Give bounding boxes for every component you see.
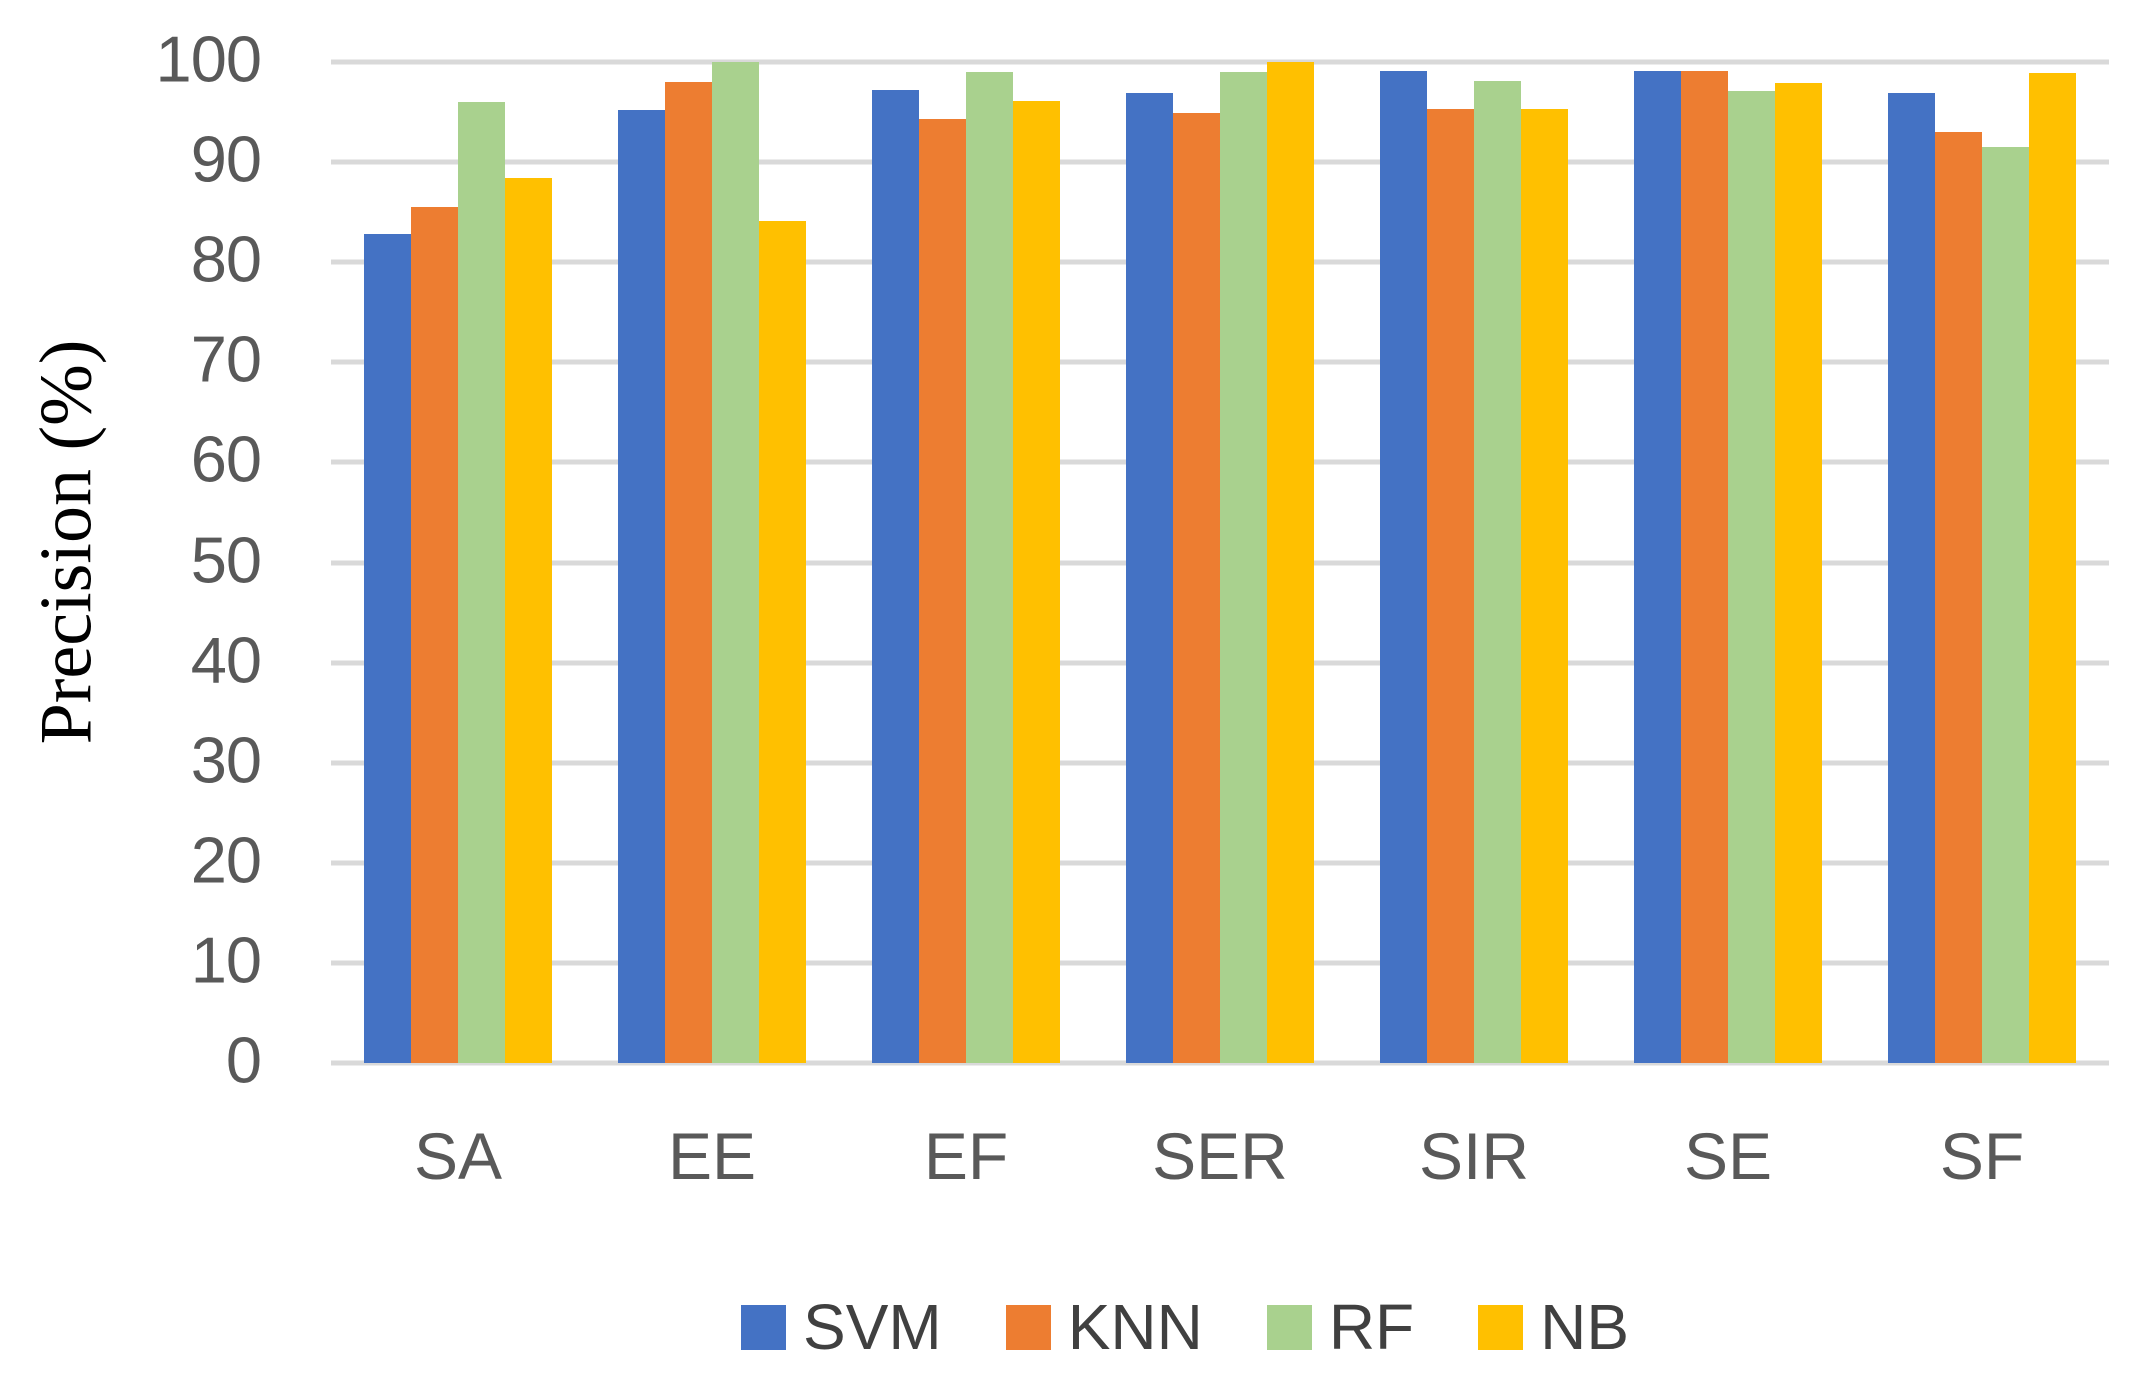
y-tick-label-70: 70 [190,322,262,396]
bar-nb-sir [1521,109,1568,1063]
bar-nb-ef [1013,101,1060,1063]
bar-knn-sa [411,207,458,1063]
x-category-label-se: SE [1683,1119,1773,1193]
y-tick-label-30: 30 [190,723,262,797]
bar-knn-ef [919,119,966,1063]
bar-nb-ee [759,221,806,1063]
y-tick-label-60: 60 [190,422,262,496]
bar-rf-ee [712,62,759,1063]
bar-rf-sf [1982,147,2029,1063]
bar-svm-sf [1888,93,1935,1063]
bar-nb-se [1775,83,1822,1063]
legend-marker-nb-icon [1478,1304,1524,1350]
y-tick-label-20: 20 [190,823,262,897]
legend-item-rf: RF [1266,1290,1415,1364]
legend-item-svm: SVM [741,1290,942,1364]
legend-marker-svm-icon [741,1304,786,1350]
y-tick-label-50: 50 [190,523,262,596]
legend: SVM KNN RF NB [741,1288,1629,1366]
bar-rf-ser [1220,72,1267,1063]
bar-rf-sir [1474,81,1521,1063]
bar-rf-se [1728,91,1775,1063]
bar-nb-sf [2029,73,2076,1063]
plot-area [331,59,2109,1066]
bar-rf-ef [966,72,1013,1063]
bar-nb-ser [1267,62,1314,1063]
legend-label-rf: RF [1328,1291,1415,1363]
legend-label-svm: SVM [803,1291,942,1363]
bar-knn-sir [1427,109,1474,1063]
x-category-label-ser: SER [1152,1119,1288,1193]
bar-nb-sa [505,178,552,1063]
bar-svm-sir [1380,71,1427,1063]
x-category-label-sa: SA [413,1119,503,1193]
bar-knn-se [1681,71,1728,1063]
y-tick-label-0: 0 [225,1023,262,1097]
x-category-label-ee: EE [667,1119,757,1193]
bar-svm-se [1634,71,1681,1063]
bar-svm-sa [364,234,411,1063]
gridline-100 [331,59,2109,65]
legend-marker-rf-icon [1266,1304,1312,1350]
x-axis-line [331,1060,2109,1066]
y-tick-label-40: 40 [190,623,262,697]
bar-knn-ser [1173,113,1220,1063]
x-category-label-sir: SIR [1418,1119,1530,1193]
legend-item-nb: NB [1478,1290,1629,1364]
legend-label-knn: KNN [1067,1291,1203,1363]
legend-item-knn: KNN [1005,1290,1203,1364]
bar-rf-sa [458,102,505,1063]
x-category-label-sf: SF [1939,1119,2025,1193]
y-tick-label-10: 10 [190,923,262,997]
bar-svm-ef [872,90,919,1063]
bar-knn-ee [665,82,712,1063]
legend-label-nb: NB [1540,1291,1630,1363]
legend-marker-knn-icon [1005,1304,1051,1350]
x-category-label-ef: EF [923,1119,1009,1193]
bar-knn-sf [1935,132,1982,1063]
y-tick-label-100: 100 [155,22,262,96]
bar-svm-ee [618,110,665,1063]
y-tick-label-90: 90 [190,122,262,196]
y-tick-label-80: 80 [190,222,262,296]
bar-svm-ser [1126,93,1173,1063]
